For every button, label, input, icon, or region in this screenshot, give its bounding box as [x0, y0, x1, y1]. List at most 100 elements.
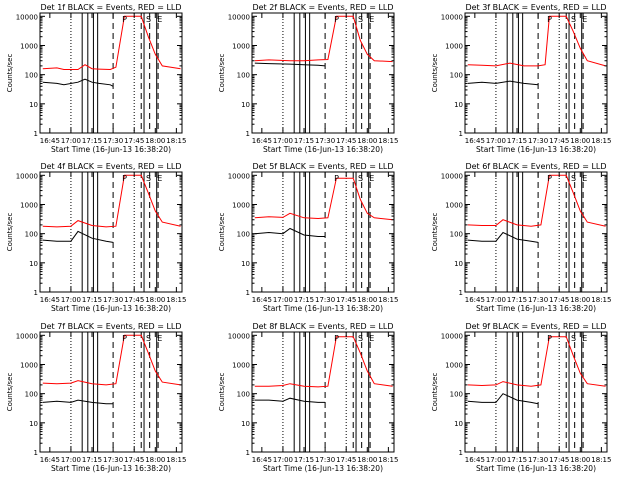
x-tick-label: 17:45	[124, 296, 144, 304]
x-tick-label: 17:45	[336, 296, 356, 304]
x-tick-label: 17:45	[336, 137, 356, 145]
series-line-events	[467, 231, 539, 243]
x-tick-label: 18:00	[570, 456, 590, 464]
chart-title: Det 6f BLACK = Events, RED = LLD	[465, 162, 606, 171]
x-tick-label: 18:00	[145, 137, 165, 145]
y-tick-label: 1	[459, 130, 463, 138]
chart-panel-6: Det 6f BLACK = Events, RED = LLD P S E 1 10 10…	[431, 162, 611, 313]
x-tick-label: 18:15	[378, 137, 398, 145]
x-axis-label: Start Time (16-Jun-13 16:38:20)	[476, 464, 596, 473]
y-tick-label: 100	[25, 72, 38, 80]
chart-panel-9: Det 9f BLACK = Events, RED = LLD P S E 1 10 10…	[431, 322, 611, 473]
marker-label: S	[571, 15, 576, 24]
y-tick-label: 10	[454, 420, 463, 428]
x-tick-label: 17:30	[528, 456, 548, 464]
marker-label: P	[547, 174, 552, 183]
x-tick-label: 18:15	[378, 296, 398, 304]
y-tick-label: 1000	[232, 201, 250, 209]
plot-frame	[39, 171, 183, 293]
x-tick-label: 16:45	[252, 456, 272, 464]
y-tick-label: 1	[34, 289, 38, 297]
x-tick-label: 16:45	[252, 137, 272, 145]
y-tick-label: 1000	[445, 361, 463, 369]
x-tick-label: 17:45	[549, 296, 569, 304]
chart-panel-7: Det 7f BLACK = Events, RED = LLD P S E 1 10 10…	[6, 322, 186, 473]
x-tick-label: 17:00	[61, 296, 81, 304]
x-tick-label: 17:30	[103, 456, 123, 464]
x-tick-label: 17:00	[486, 137, 506, 145]
marker-label: P	[547, 334, 552, 343]
y-tick-label: 100	[237, 231, 250, 239]
y-tick-label: 10	[29, 260, 38, 268]
x-tick-label: 18:15	[591, 296, 611, 304]
marker-label: E	[582, 174, 587, 183]
y-tick-label: 10000	[441, 13, 463, 21]
x-tick-label: 18:15	[378, 456, 398, 464]
marker-label: S	[146, 15, 151, 24]
y-tick-label: 1	[34, 130, 38, 138]
marker-label: S	[146, 174, 151, 183]
y-tick-label: 1000	[445, 201, 463, 209]
plot-frame	[251, 12, 395, 134]
y-tick-label: 1	[459, 289, 463, 297]
y-axis-label: Counts/sec	[6, 54, 14, 93]
chart-title: Det 4f BLACK = Events, RED = LLD	[40, 162, 181, 171]
chart-panel-4: Det 4f BLACK = Events, RED = LLD P S E 1 10 10…	[6, 162, 186, 313]
y-tick-label: 10000	[16, 332, 38, 340]
series-line-lld	[467, 15, 606, 67]
x-tick-label: 17:45	[124, 137, 144, 145]
series-line-lld	[254, 177, 393, 221]
x-tick-label: 18:15	[166, 137, 186, 145]
series-line-events	[467, 393, 539, 405]
x-tick-label: 17:30	[315, 296, 335, 304]
y-tick-label: 1000	[445, 42, 463, 50]
x-tick-label: 18:00	[145, 296, 165, 304]
x-tick-label: 18:00	[357, 137, 377, 145]
marker-label: S	[571, 174, 576, 183]
marker-label: P	[122, 174, 127, 183]
y-tick-label: 1	[34, 449, 38, 457]
marker-label: S	[358, 334, 363, 343]
y-axis-label: Counts/sec	[6, 373, 14, 412]
y-tick-label: 10000	[228, 332, 250, 340]
y-axis-label: Counts/sec	[431, 373, 439, 412]
marker-label: E	[157, 15, 162, 24]
x-tick-label: 17:15	[507, 456, 527, 464]
x-tick-label: 17:30	[315, 137, 335, 145]
x-tick-label: 17:30	[315, 456, 335, 464]
marker-label: E	[157, 334, 162, 343]
x-axis-label: Start Time (16-Jun-13 16:38:20)	[263, 145, 383, 154]
x-axis-label: Start Time (16-Jun-13 16:38:20)	[476, 304, 596, 313]
y-tick-label: 10	[241, 260, 250, 268]
plot-frame	[251, 331, 395, 453]
plot-frame	[251, 171, 395, 293]
marker-label: P	[334, 174, 339, 183]
y-tick-label: 100	[237, 391, 250, 399]
x-axis-label: Start Time (16-Jun-13 16:38:20)	[51, 145, 171, 154]
x-tick-label: 18:15	[591, 456, 611, 464]
x-tick-label: 16:45	[40, 137, 60, 145]
plot-frame	[39, 12, 183, 134]
y-tick-label: 1000	[20, 201, 38, 209]
y-axis-label: Counts/sec	[218, 213, 226, 252]
series-line-lld	[42, 15, 181, 71]
y-tick-label: 1000	[20, 42, 38, 50]
y-axis-label: Counts/sec	[218, 54, 226, 93]
x-tick-label: 17:00	[486, 456, 506, 464]
series-line-events	[467, 80, 539, 86]
marker-label: P	[334, 334, 339, 343]
x-tick-label: 17:15	[82, 296, 102, 304]
marker-label: S	[358, 174, 363, 183]
x-tick-label: 17:15	[82, 137, 102, 145]
chart-panel-2: Det 2f BLACK = Events, RED = LLD P S E 1 10 10…	[218, 3, 398, 154]
y-tick-label: 10	[454, 260, 463, 268]
chart-panel-3: Det 3f BLACK = Events, RED = LLD P S E 1 10 10…	[431, 3, 611, 154]
chart-title: Det 3f BLACK = Events, RED = LLD	[465, 3, 606, 12]
x-tick-label: 18:00	[145, 456, 165, 464]
x-tick-label: 16:45	[252, 296, 272, 304]
y-axis-label: Counts/sec	[431, 213, 439, 252]
x-tick-label: 17:00	[486, 296, 506, 304]
y-tick-label: 100	[237, 72, 250, 80]
plot-frame	[39, 331, 183, 453]
